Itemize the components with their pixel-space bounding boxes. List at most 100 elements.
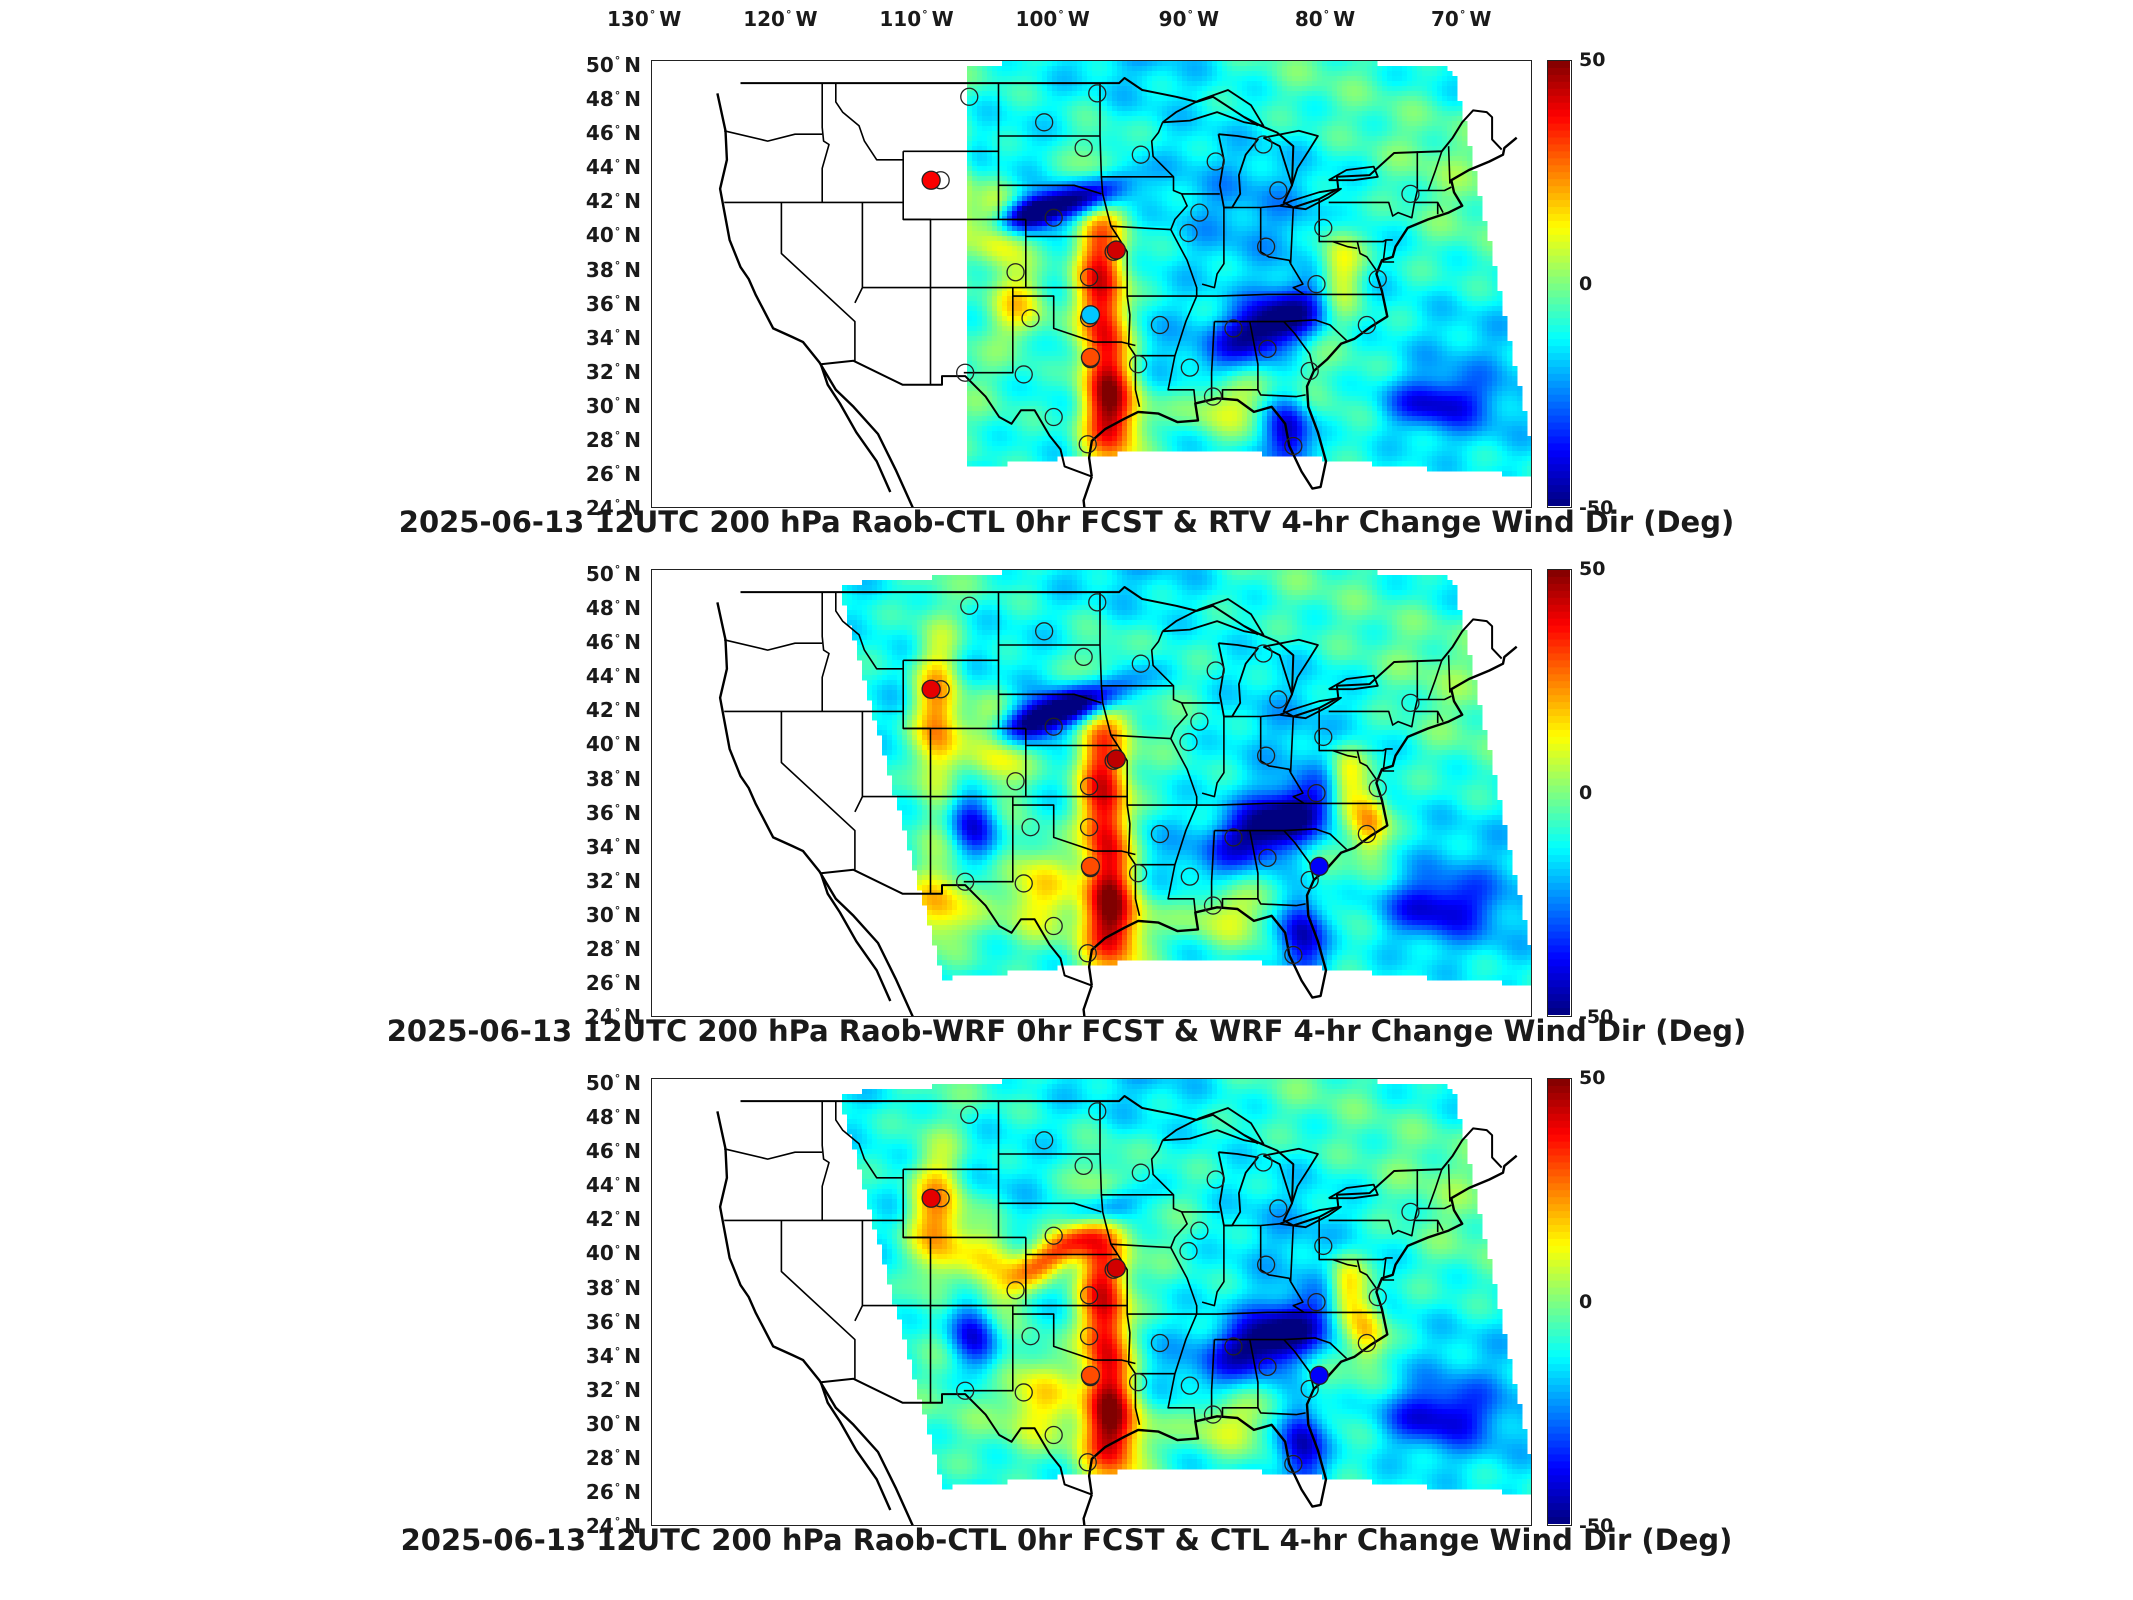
field-cell <box>1067 206 1073 212</box>
field-cell <box>1077 316 1083 322</box>
field-cell <box>1047 306 1053 312</box>
field-cell <box>1102 361 1108 367</box>
field-cell <box>1022 441 1028 447</box>
field-cell <box>1212 371 1218 377</box>
field-cell <box>1222 406 1228 412</box>
field-cell <box>1197 61 1203 67</box>
field-cell <box>1197 216 1203 222</box>
field-cell <box>1052 76 1058 82</box>
field-cell <box>1187 446 1193 452</box>
field-cell <box>1172 61 1178 67</box>
field-cell <box>1192 446 1198 452</box>
field-cell <box>1177 411 1183 417</box>
field-cell <box>1002 301 1008 307</box>
field-cell <box>1062 316 1068 322</box>
field-cell <box>1187 91 1193 97</box>
field-cell <box>1267 201 1273 207</box>
field-cell <box>1042 241 1048 247</box>
field-cell <box>1017 106 1023 112</box>
field-cell <box>1017 416 1023 422</box>
field-cell <box>1212 341 1218 347</box>
field-cell <box>1087 436 1093 442</box>
field-cell <box>1137 381 1143 387</box>
field-cell <box>1152 131 1158 137</box>
field-cell <box>1152 296 1158 302</box>
field-cell <box>1052 216 1058 222</box>
field-cell <box>972 86 978 92</box>
field-cell <box>1187 161 1193 167</box>
field-cell <box>1017 236 1023 242</box>
field-cell <box>1217 76 1223 82</box>
field-cell <box>1207 141 1213 147</box>
field-cell <box>1042 151 1048 157</box>
field-cell <box>1027 126 1033 132</box>
field-cell <box>1027 121 1033 127</box>
field-cell <box>992 426 998 432</box>
field-cell <box>1197 371 1203 377</box>
field-cell <box>1067 371 1073 377</box>
field-cell <box>1167 431 1173 437</box>
field-cell <box>1272 201 1278 207</box>
field-cell <box>987 141 993 147</box>
field-cell <box>1167 106 1173 112</box>
field-cell <box>1202 336 1208 342</box>
field-cell <box>1197 251 1203 257</box>
field-cell <box>1242 66 1248 72</box>
field-cell <box>1042 91 1048 97</box>
field-cell <box>1192 386 1198 392</box>
field-cell <box>1162 61 1168 67</box>
field-cell <box>1067 421 1073 427</box>
field-cell <box>1172 191 1178 197</box>
field-cell <box>1002 431 1008 437</box>
field-cell <box>967 191 973 197</box>
field-cell <box>1182 421 1188 427</box>
field-cell <box>1107 226 1113 232</box>
field-cell <box>1152 301 1158 307</box>
field-cell <box>1197 96 1203 102</box>
field-cell <box>1012 351 1018 357</box>
field-cell <box>1062 361 1068 367</box>
field-cell <box>1247 411 1253 417</box>
field-cell <box>977 141 983 147</box>
field-cell <box>972 341 978 347</box>
field-cell <box>1222 66 1228 72</box>
field-cell <box>1052 416 1058 422</box>
field-cell <box>1127 181 1133 187</box>
field-cell <box>1047 156 1053 162</box>
field-cell <box>1082 221 1088 227</box>
field-cell <box>1122 356 1128 362</box>
field-cell <box>972 461 978 467</box>
field-cell <box>1162 136 1168 142</box>
field-cell <box>1272 96 1278 102</box>
field-cell <box>1047 196 1053 202</box>
field-cell <box>1117 206 1123 212</box>
field-cell <box>1122 351 1128 357</box>
field-cell <box>1187 226 1193 232</box>
field-cell <box>967 426 973 432</box>
field-cell <box>1077 306 1083 312</box>
field-cell <box>1012 301 1018 307</box>
field-cell <box>1257 306 1263 312</box>
field-cell <box>1042 366 1048 372</box>
field-cell <box>1082 216 1088 222</box>
field-cell <box>1092 231 1098 237</box>
field-cell <box>1052 276 1058 282</box>
field-cell <box>1132 341 1138 347</box>
field-cell <box>1067 76 1073 82</box>
field-cell <box>1152 151 1158 157</box>
field-cell <box>1257 141 1263 147</box>
field-cell <box>1117 186 1123 192</box>
field-cell <box>1162 111 1168 117</box>
field-cell <box>967 316 973 322</box>
field-cell <box>1107 76 1113 82</box>
field-cell <box>1122 146 1128 152</box>
field-cell <box>982 316 988 322</box>
field-cell <box>1082 401 1088 407</box>
field-cell <box>1217 296 1223 302</box>
field-cell <box>1272 146 1278 152</box>
field-cell <box>1132 266 1138 272</box>
lon-tick-label: 120° W <box>743 7 817 31</box>
field-cell <box>1247 161 1253 167</box>
field-cell <box>1122 396 1128 402</box>
field-cell <box>1037 321 1043 327</box>
